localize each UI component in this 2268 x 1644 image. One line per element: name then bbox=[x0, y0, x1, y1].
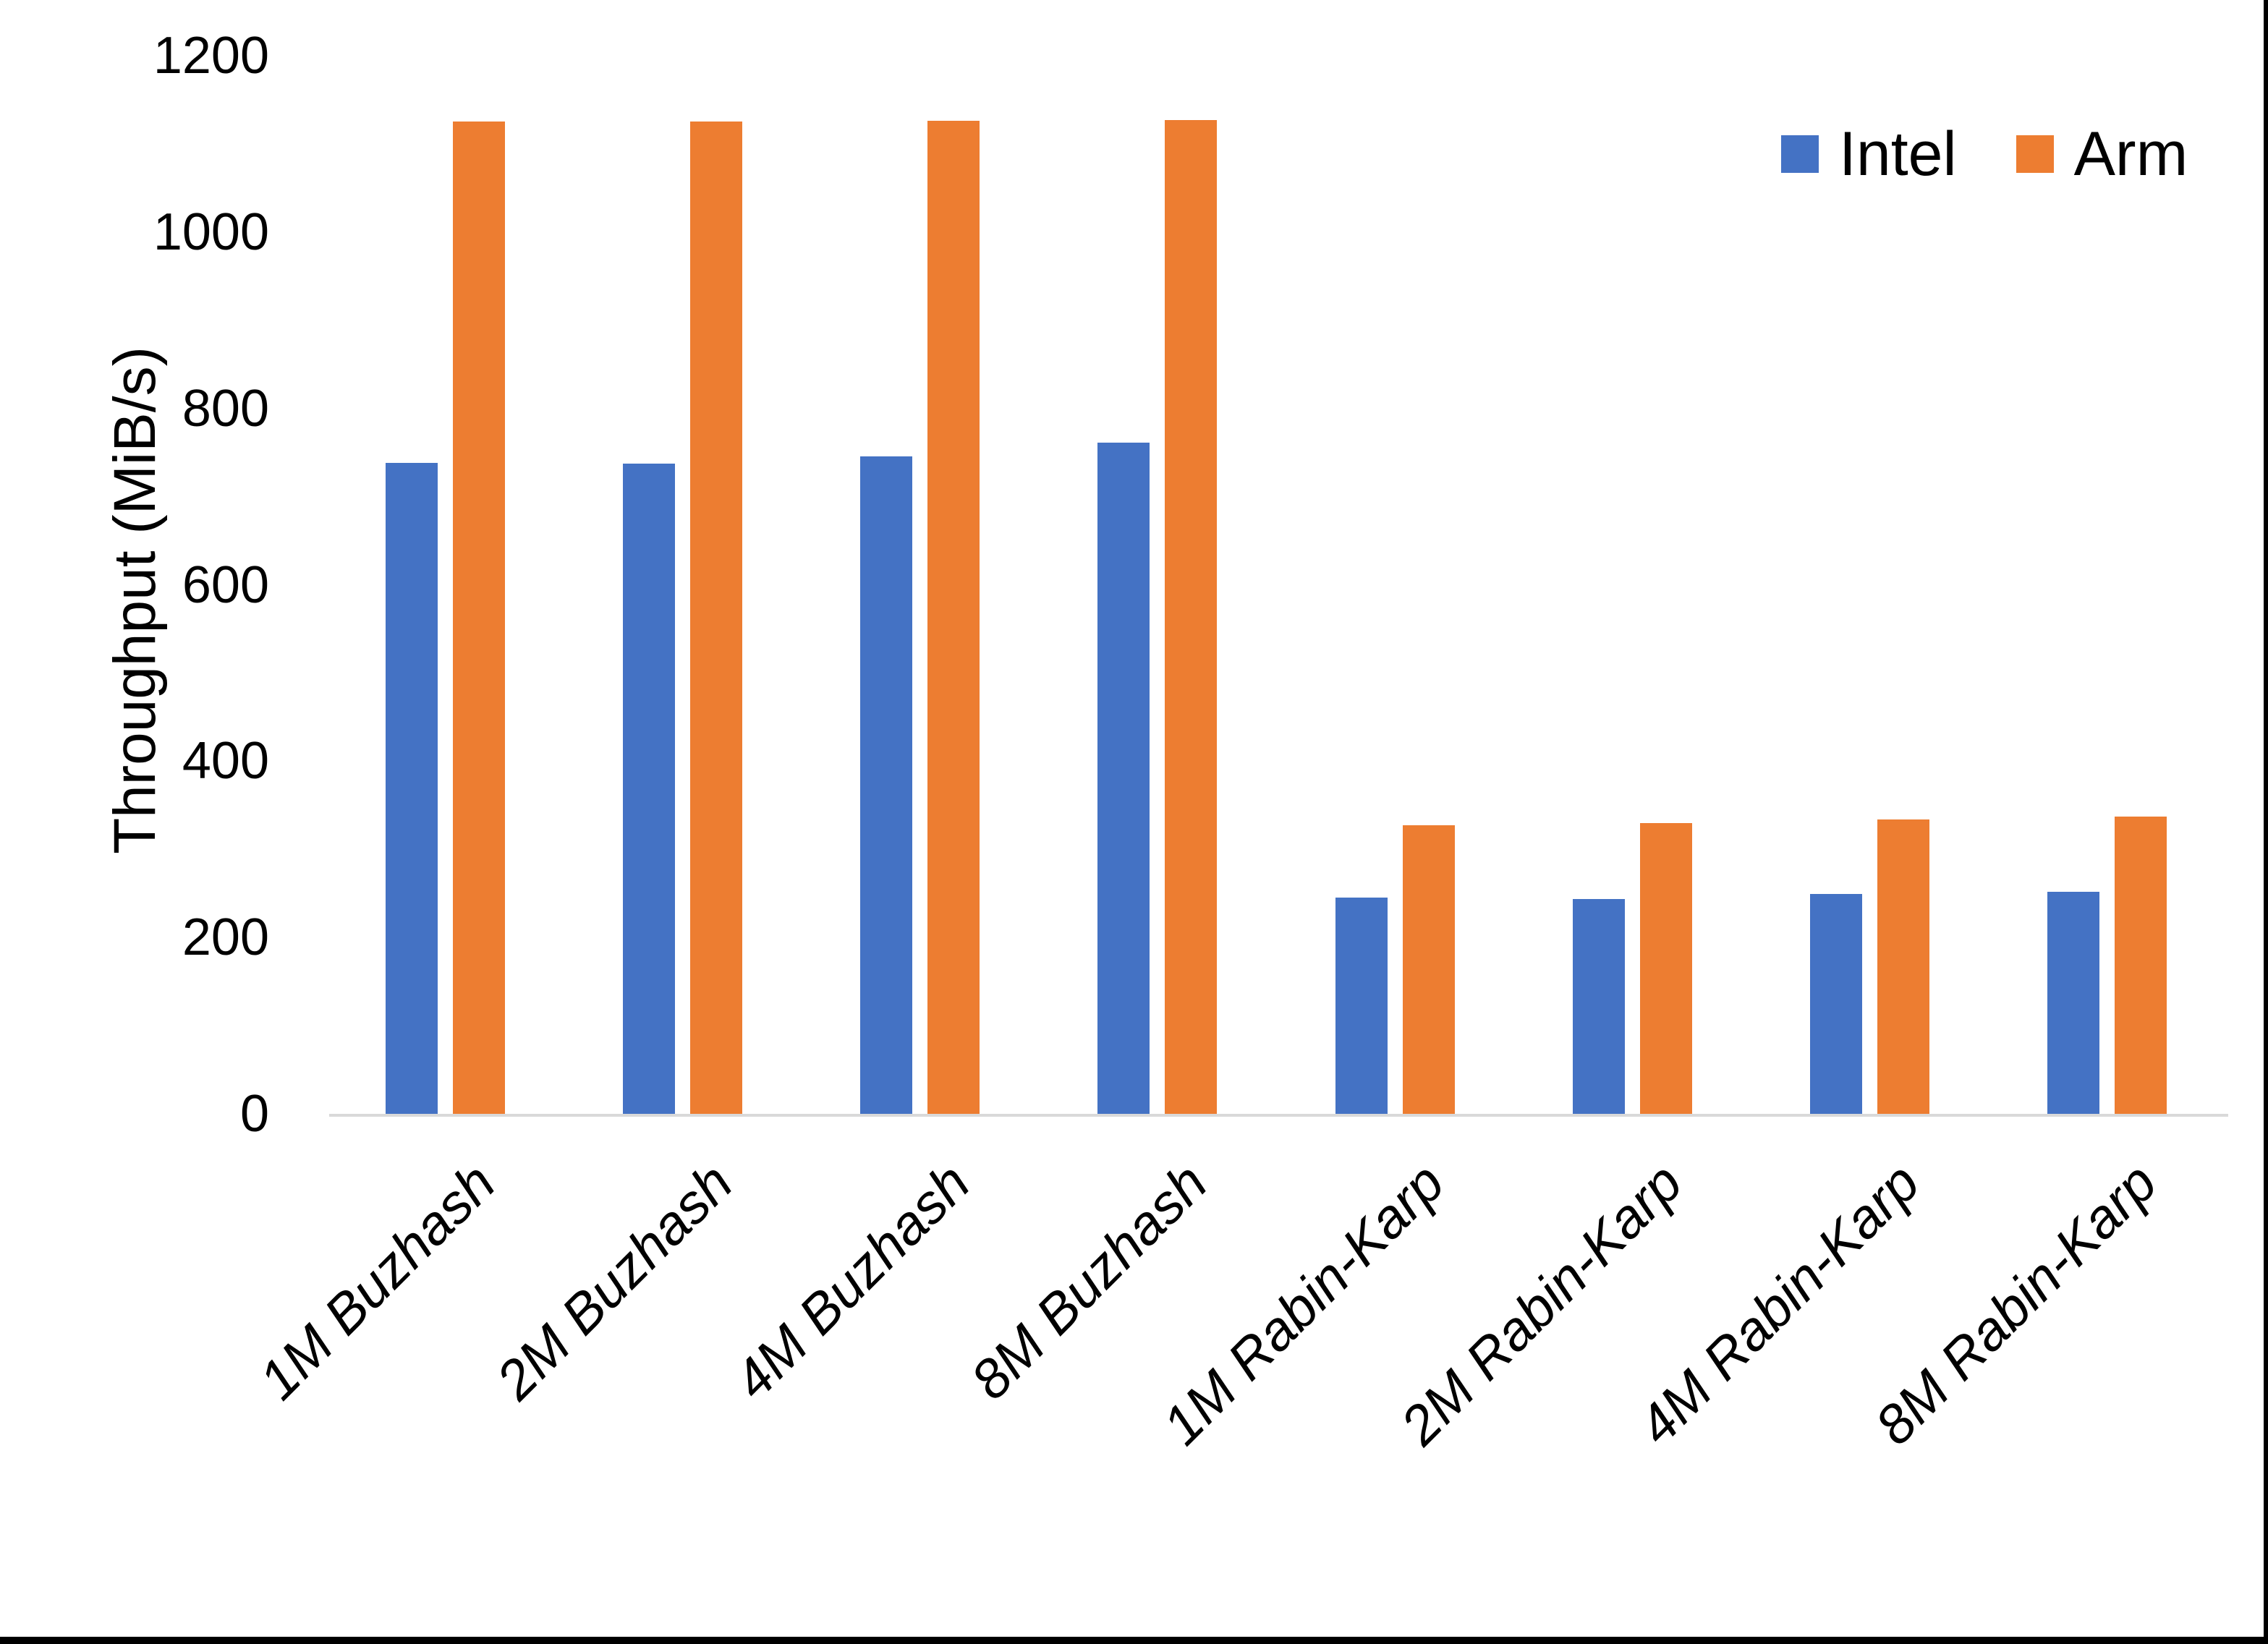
y-tick-label: 400 bbox=[182, 732, 269, 791]
x-category-label: 2M Buzhash bbox=[484, 1151, 744, 1412]
y-tick-label: 600 bbox=[182, 555, 269, 614]
bar-intel-7 bbox=[1810, 894, 1862, 1114]
legend-item-arm: Arm bbox=[2016, 123, 2188, 185]
legend-swatch-intel bbox=[1781, 135, 1819, 173]
legend-label-intel: Intel bbox=[1839, 119, 1957, 189]
bar-arm-8 bbox=[2115, 817, 2167, 1114]
bar-intel-5 bbox=[1335, 898, 1388, 1114]
bar-intel-2 bbox=[623, 464, 675, 1114]
y-tick-label: 200 bbox=[182, 908, 269, 967]
bar-arm-3 bbox=[927, 121, 980, 1114]
bar-arm-1 bbox=[453, 122, 505, 1114]
x-category-label: 4M Buzhash bbox=[721, 1151, 982, 1412]
y-tick-label: 1000 bbox=[153, 203, 269, 261]
bar-intel-6 bbox=[1573, 899, 1625, 1114]
y-tick-label: 0 bbox=[239, 1085, 269, 1143]
bar-intel-4 bbox=[1097, 443, 1150, 1114]
bar-arm-2 bbox=[690, 122, 742, 1114]
x-category-label: 1M Buzhash bbox=[247, 1151, 507, 1412]
bar-arm-5 bbox=[1403, 825, 1455, 1114]
y-tick-label: 800 bbox=[182, 379, 269, 438]
bar-arm-7 bbox=[1877, 819, 1929, 1114]
legend: Intel Arm bbox=[1781, 123, 2188, 185]
legend-label-arm: Arm bbox=[2073, 119, 2188, 189]
x-category-label: 8M Buzhash bbox=[959, 1151, 1219, 1412]
bar-arm-4 bbox=[1165, 120, 1217, 1114]
bar-intel-1 bbox=[386, 463, 438, 1114]
y-tick-label: 1200 bbox=[153, 27, 269, 85]
bar-arm-6 bbox=[1640, 823, 1692, 1114]
legend-swatch-arm bbox=[2016, 135, 2054, 173]
legend-item-intel: Intel bbox=[1781, 123, 1957, 185]
bar-intel-3 bbox=[860, 456, 912, 1114]
x-axis-line bbox=[329, 1114, 2228, 1117]
bar-intel-8 bbox=[2047, 892, 2099, 1114]
